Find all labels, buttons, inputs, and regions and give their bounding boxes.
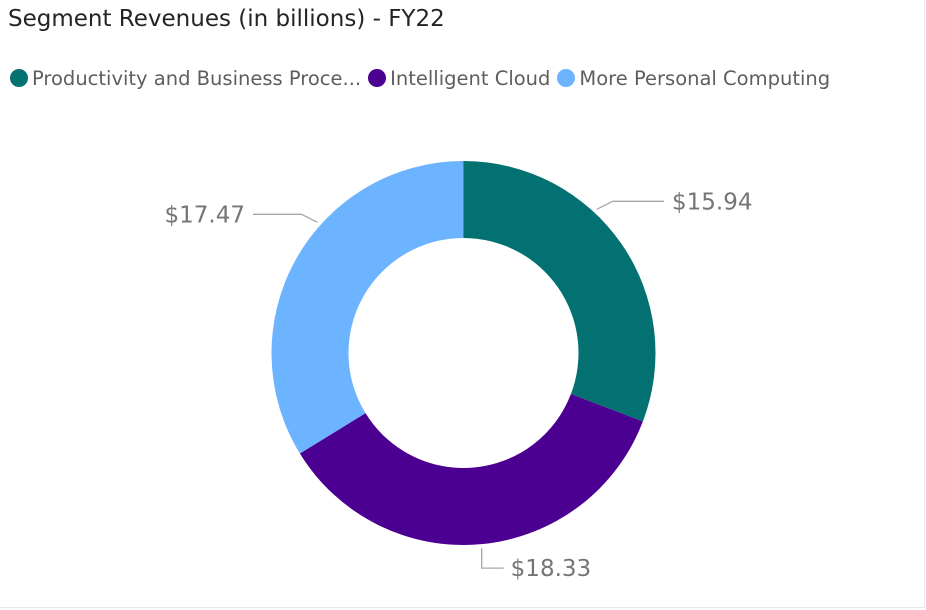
chart-title: Segment Revenues (in billions) - FY22	[8, 6, 445, 32]
legend-item-personal-computing[interactable]: More Personal Computing	[557, 67, 830, 90]
data-label-intelligent-cloud: $18.33	[511, 556, 591, 582]
donut-slice-personal-computing[interactable]	[271, 161, 464, 454]
legend-marker-productivity	[10, 69, 28, 87]
data-label-productivity: $15.94	[672, 189, 752, 215]
leader-line-productivity	[596, 200, 664, 210]
leader-line-intelligent-cloud	[481, 548, 504, 569]
legend-label-intelligent-cloud: Intelligent Cloud	[390, 66, 551, 90]
donut-slice-productivity[interactable]	[463, 161, 656, 422]
legend-item-intelligent-cloud[interactable]: Intelligent Cloud	[368, 67, 550, 90]
leader-line-personal-computing	[253, 213, 318, 223]
data-label-personal-computing: $17.47	[165, 202, 245, 228]
legend: Productivity and Business Proce... Intel…	[10, 64, 837, 92]
legend-marker-personal-computing	[557, 69, 576, 87]
donut-slice-intelligent-cloud[interactable]	[299, 394, 643, 546]
legend-marker-intelligent-cloud	[368, 69, 387, 87]
legend-item-productivity[interactable]: Productivity and Business Proce...	[10, 67, 361, 90]
legend-label-personal-computing: More Personal Computing	[579, 66, 831, 90]
